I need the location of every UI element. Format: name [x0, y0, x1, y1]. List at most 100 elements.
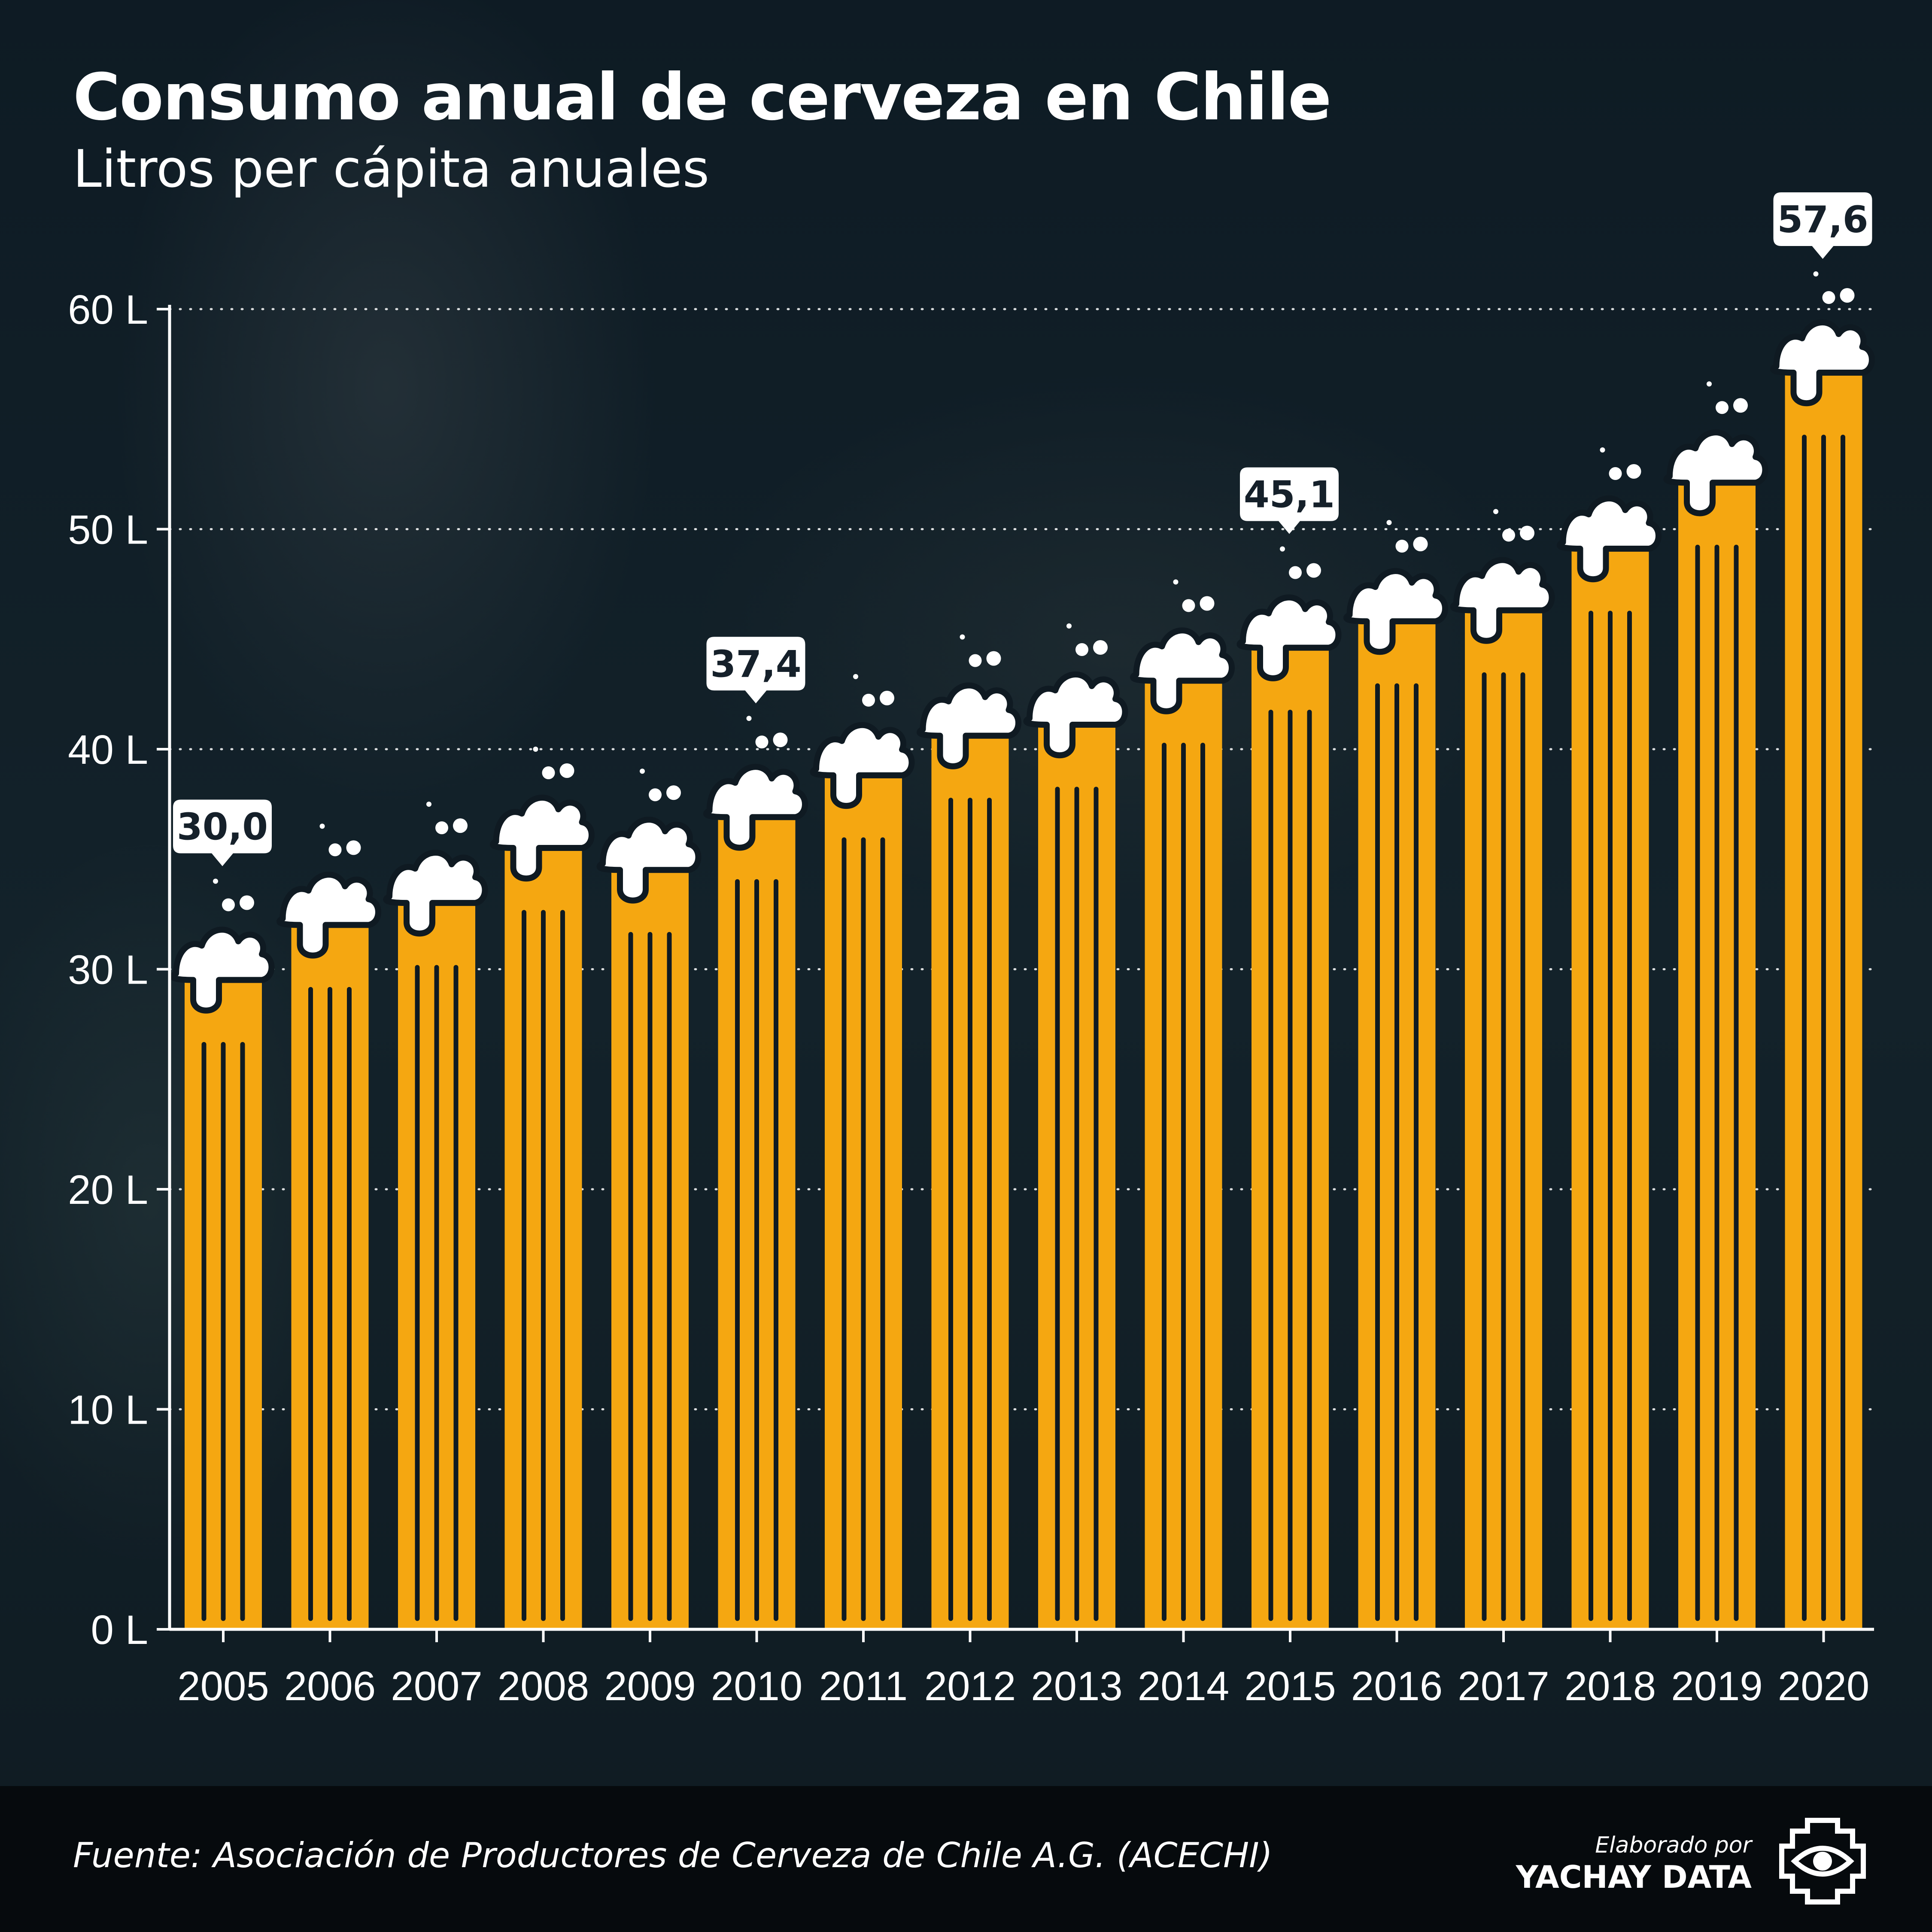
x-tick-label: 2005	[177, 1663, 269, 1709]
bar-foam	[1130, 627, 1235, 714]
x-tick-label: 2007	[391, 1663, 483, 1709]
foam-bubble	[1716, 401, 1728, 414]
bar-group-2017	[1450, 509, 1555, 1629]
bar-foam	[596, 817, 702, 904]
foam-bubble	[1289, 566, 1302, 579]
foam-bubble	[969, 654, 982, 667]
data-label: 30,0	[177, 806, 268, 849]
foam-bubble	[862, 693, 875, 707]
foam-bubble	[542, 766, 555, 779]
foam-bubble	[426, 802, 431, 807]
foam-bubble	[1707, 381, 1712, 387]
y-tick-label: 60 L	[68, 287, 148, 333]
foam-bubble	[1075, 643, 1088, 656]
foam-bubble	[1395, 540, 1409, 553]
x-tick-label: 2019	[1671, 1663, 1763, 1709]
bar-group-2013	[1023, 623, 1128, 1629]
bar-foam	[489, 794, 595, 882]
bar-foam	[703, 764, 808, 851]
foam-bubble	[666, 785, 681, 800]
y-tick-label: 50 L	[68, 507, 148, 553]
foam-bubble	[853, 674, 858, 679]
foam-bubble	[1520, 526, 1534, 541]
foam-bubble	[640, 769, 645, 774]
x-tick-label: 2008	[498, 1663, 589, 1709]
foam-bubble	[1093, 640, 1108, 655]
bar-group-2005	[170, 878, 275, 1629]
bar-group-2009	[596, 769, 702, 1629]
foam-bubble	[1182, 599, 1195, 612]
foam-bubble	[1413, 537, 1428, 552]
x-tick-label: 2006	[284, 1663, 376, 1709]
bar-group-2010	[703, 716, 808, 1629]
source-note: Fuente: Asociación de Productores de Cer…	[73, 1835, 1273, 1875]
x-tick-label: 2017	[1458, 1663, 1549, 1709]
x-tick-label: 2009	[604, 1663, 696, 1709]
x-tick-label: 2010	[711, 1663, 803, 1709]
foam-bubble	[986, 651, 1001, 666]
labels: 2005 30,0 2006 2007 2008 2009 2010 37,4 2011 2012…	[173, 192, 1872, 1709]
chart-title: Consumo anual de cerveza en Chile	[73, 60, 1332, 135]
bar-foam	[383, 850, 488, 937]
bar-group-2019	[1663, 381, 1768, 1629]
data-label-callout	[706, 637, 805, 704]
bars	[170, 271, 1875, 1629]
footer-bar	[0, 1786, 1932, 1932]
bar-group-2018	[1556, 447, 1662, 1629]
data-label: 37,4	[710, 643, 801, 686]
foam-bubble	[435, 821, 448, 835]
y-tick-label: 0 L	[91, 1607, 148, 1653]
chart-subtitle: Litros per cápita anuales	[73, 140, 710, 199]
foam-bubble	[755, 735, 769, 749]
x-tick-label: 2012	[924, 1663, 1016, 1709]
bar-foam	[810, 722, 915, 809]
eye-logo-icon	[1779, 1818, 1866, 1905]
foam-bubble	[346, 840, 361, 855]
bar-foam	[1663, 429, 1768, 516]
y-tick-label: 30 L	[68, 947, 148, 993]
foam-bubble	[1840, 288, 1855, 303]
bar-group-2016	[1343, 520, 1448, 1629]
foam-bubble	[1822, 291, 1835, 304]
bar-group-2014	[1130, 579, 1235, 1629]
foam-bubble	[533, 747, 538, 752]
bar-group-2020	[1770, 271, 1875, 1629]
y-tick-label: 10 L	[68, 1387, 148, 1433]
x-tick-label: 2016	[1351, 1663, 1443, 1709]
foam-bubble	[240, 895, 254, 910]
x-tick-label: 2011	[819, 1663, 908, 1709]
foam-bubble	[649, 788, 662, 802]
y-tick-label: 40 L	[68, 727, 148, 773]
x-tick-label: 2014	[1138, 1663, 1230, 1709]
foam-bubble	[1386, 520, 1392, 526]
bar-group-2011	[810, 674, 915, 1629]
credit-brand: YACHAY DATA	[1516, 1859, 1752, 1895]
bar-group-2007	[383, 802, 488, 1629]
foam-bubble	[559, 763, 574, 778]
x-tick-label: 2020	[1778, 1663, 1870, 1709]
bar-foam	[1770, 319, 1875, 407]
foam-bubble	[1502, 529, 1515, 542]
foam-bubble	[1200, 596, 1215, 611]
bar-group-2015	[1236, 546, 1342, 1629]
data-label: 45,1	[1244, 474, 1335, 516]
foam-bubble	[319, 823, 325, 829]
data-label-callout	[173, 799, 272, 866]
bar-foam	[170, 927, 275, 1014]
axes: 0 L 10 L 20 L 30 L 40 L 50 L 60 L	[68, 287, 1874, 1653]
foam-bubble	[1280, 546, 1285, 552]
foam-bubble	[1173, 579, 1179, 585]
credit-prefix: Elaborado por	[1595, 1832, 1752, 1858]
bar-group-2012	[916, 634, 1021, 1629]
foam-bubble	[773, 732, 788, 747]
bar-foam	[1236, 594, 1342, 681]
foam-bubble	[746, 716, 752, 721]
foam-bubble	[328, 843, 342, 857]
foam-bubble	[213, 878, 218, 884]
bar-group-2006	[276, 823, 381, 1629]
bar-foam	[1556, 495, 1662, 583]
bar-foam	[1343, 568, 1448, 655]
foam-bubble	[1493, 509, 1498, 514]
foam-bubble	[1626, 464, 1641, 479]
foam-bubble	[960, 634, 965, 640]
